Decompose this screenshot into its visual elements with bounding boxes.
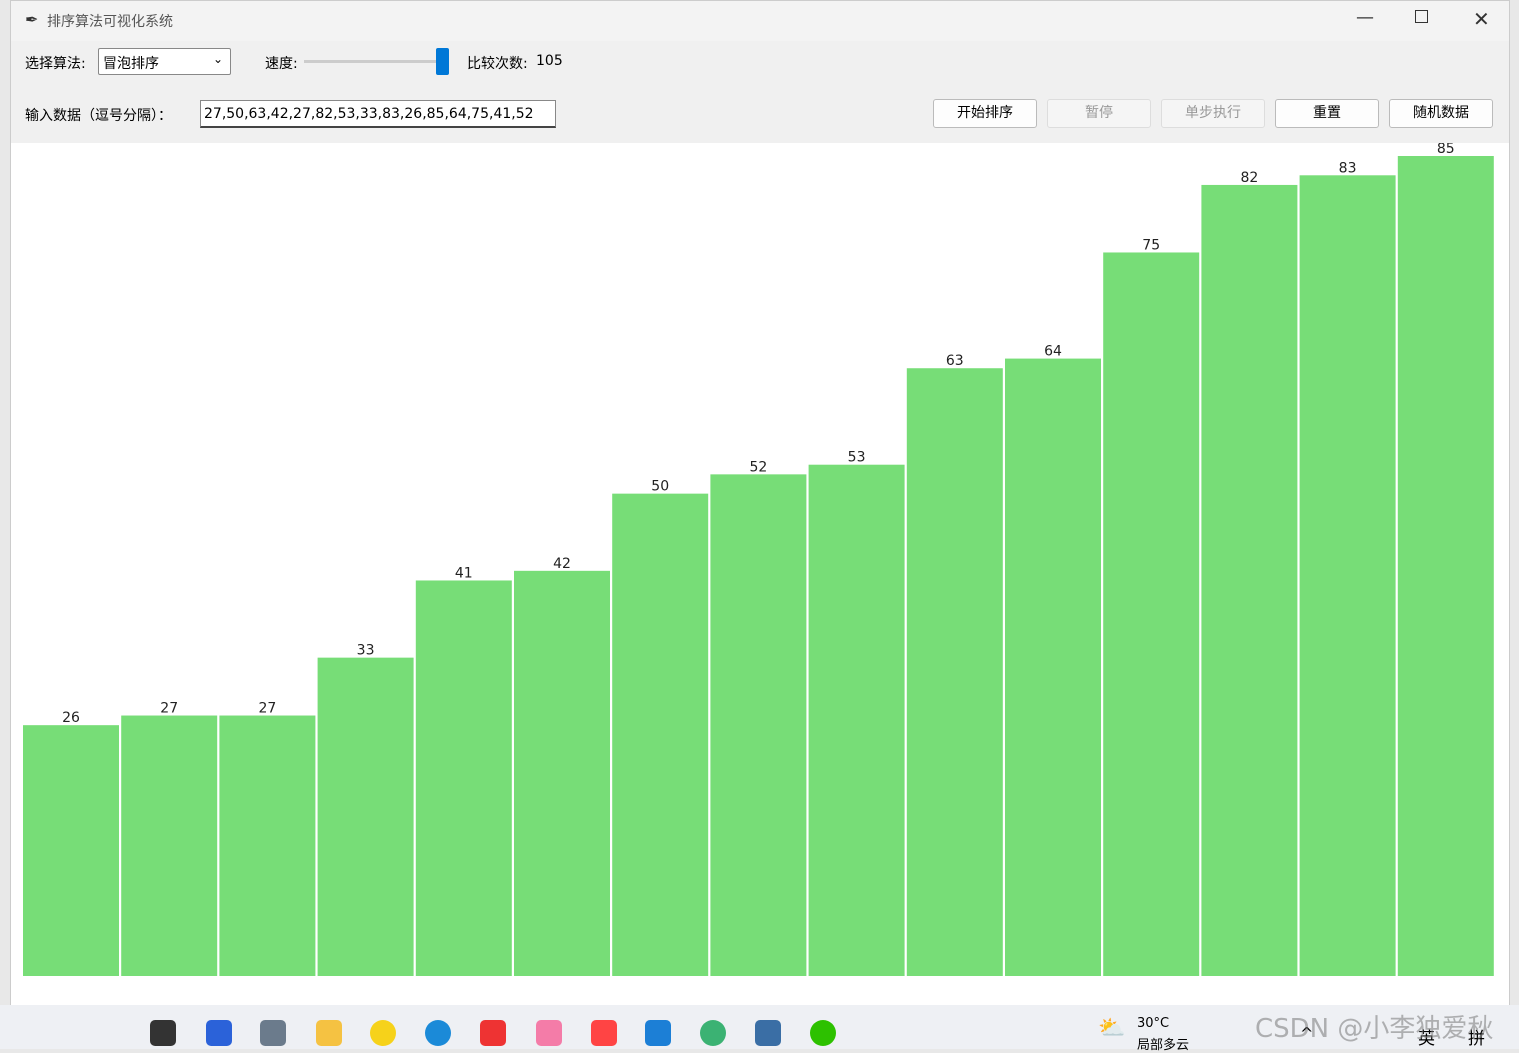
bar-value-label: 85 [1437, 143, 1455, 157]
taskbar-icon[interactable] [425, 1020, 451, 1046]
input-value: 27,50,63,42,27,82,53,33,83,26,85,64,75,4… [204, 106, 534, 122]
bar-value-label: 33 [357, 643, 375, 659]
bar [415, 580, 512, 976]
bar [1103, 252, 1200, 976]
close-button[interactable]: ✕ [1473, 7, 1490, 31]
taskbar-icon[interactable] [150, 1020, 176, 1046]
title-bar: ✒ 排序算法可视化系统 — ✕ [11, 1, 1509, 41]
ime-mode[interactable]: 拼 [1468, 1029, 1485, 1049]
app-icon: ✒ [25, 10, 39, 29]
taskbar-icon[interactable] [480, 1020, 506, 1046]
taskbar-icon[interactable] [645, 1020, 671, 1046]
bar-value-label: 83 [1339, 160, 1357, 176]
action-button: 单步执行 [1161, 99, 1265, 128]
bar [1005, 358, 1101, 976]
taskbar-icon[interactable] [206, 1020, 232, 1046]
bar [1201, 184, 1298, 977]
bar [219, 715, 316, 976]
bar-value-label: 52 [749, 459, 767, 475]
minimize-button[interactable]: — [1356, 7, 1374, 28]
data-input[interactable]: 27,50,63,42,27,82,53,33,83,26,85,64,75,4… [200, 100, 556, 128]
action-button: 暂停 [1047, 99, 1151, 128]
ime-mode[interactable]: 英 [1418, 1029, 1435, 1049]
bar [906, 368, 1003, 976]
bar [23, 725, 119, 976]
taskbar-icon[interactable] [536, 1020, 562, 1046]
bar-value-label: 53 [848, 450, 866, 466]
bar-value-label: 27 [160, 701, 178, 717]
app-window: ✒ 排序算法可视化系统 — ✕ 选择算法: 冒泡排序 ⌄ 速度: 比较次数: 1… [10, 0, 1510, 1005]
bar-value-label: 64 [1044, 344, 1062, 360]
action-button[interactable]: 重置 [1275, 99, 1379, 128]
bar-value-label: 41 [455, 565, 473, 581]
speed-slider[interactable] [436, 48, 449, 75]
taskbar-icon[interactable] [700, 1020, 726, 1046]
bar-value-label: 50 [651, 479, 669, 495]
tray-arrow[interactable]: ^ [1300, 1024, 1314, 1043]
action-button[interactable]: 开始排序 [933, 99, 1037, 128]
window-title: 排序算法可视化系统 [47, 14, 173, 30]
action-button[interactable]: 随机数据 [1389, 99, 1493, 128]
taskbar-icon[interactable] [755, 1020, 781, 1046]
weather-temp: 30°C [1137, 1016, 1170, 1031]
weather-icon: ⛅ [1098, 1016, 1126, 1041]
bar [1397, 156, 1494, 976]
algorithm-select[interactable]: 冒泡排序 ⌄ [98, 48, 231, 75]
input-label: 输入数据（逗号分隔）： [25, 108, 172, 124]
taskbar-icon[interactable] [591, 1020, 617, 1046]
algorithm-label: 选择算法: [25, 56, 86, 72]
bar-value-label: 82 [1240, 170, 1258, 186]
bar [1299, 175, 1396, 976]
taskbar-icon[interactable] [810, 1020, 836, 1046]
taskbar-icon[interactable] [260, 1020, 286, 1046]
speed-track [304, 60, 446, 63]
speed-label: 速度: [265, 56, 298, 72]
bar-value-label: 26 [62, 710, 80, 726]
bar-value-label: 27 [258, 701, 276, 717]
bar [514, 570, 610, 976]
compare-count: 105 [536, 53, 563, 69]
bar-value-label: 75 [1142, 237, 1160, 253]
watermark: CSDN @小李独爱秋 [1255, 1014, 1494, 1044]
bar [808, 464, 905, 976]
taskbar-icon[interactable] [316, 1020, 342, 1046]
compare-label: 比较次数: [467, 56, 528, 72]
dropdown-arrow: ⌄ [213, 52, 224, 66]
weather-desc: 局部多云 [1137, 1038, 1190, 1053]
bar-value-label: 63 [946, 353, 964, 369]
chart: 26 27 27 33 41 42 50 52 53 63 64 75 82 83 85 [11, 143, 1509, 1005]
bar-value-label: 42 [553, 556, 571, 572]
bar [710, 474, 807, 976]
maximize-button[interactable] [1415, 10, 1428, 23]
taskbar-icon[interactable] [370, 1020, 396, 1046]
bar [121, 715, 218, 976]
algorithm-value: 冒泡排序 [103, 56, 159, 72]
bar [612, 493, 709, 976]
bar [317, 657, 414, 976]
